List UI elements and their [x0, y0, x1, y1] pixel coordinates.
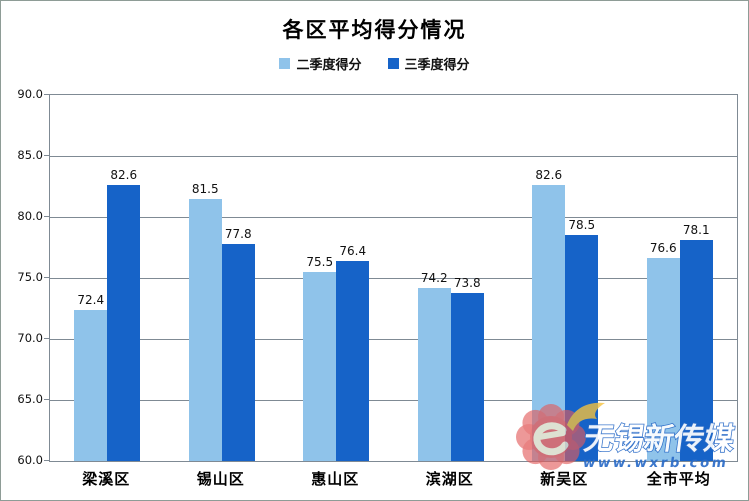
data-label: 75.5 — [306, 254, 334, 269]
y-axis-label: 80.0 — [17, 209, 43, 223]
chart-title: 各区平均得分情况 — [282, 18, 467, 42]
plot-area: 72.4 82.6 81.5 77.8 75.5 76.4 74.2 73.8 82.6 78.5… — [49, 94, 738, 462]
legend-item-q3: 三季度得分 — [387, 54, 470, 73]
bar-二季度得分-全市平均 — [646, 258, 680, 461]
y-axis-label: 70.0 — [17, 331, 43, 345]
watermark-url-text: www.wxrb.com — [582, 455, 730, 471]
y-axis-label: 75.0 — [17, 270, 43, 284]
y-axis-label: 90.0 — [17, 87, 43, 101]
bar-二季度得分-滨湖区 — [417, 287, 451, 461]
data-label: 72.4 — [77, 292, 105, 307]
gridline-65 — [50, 399, 737, 401]
bar-三季度得分-滨湖区 — [450, 292, 484, 461]
y-tick-85 — [44, 155, 49, 156]
y-tick-90 — [44, 94, 49, 95]
gridline-80 — [50, 216, 737, 218]
x-axis-label-锡山区: 锡山区 — [196, 470, 245, 488]
data-label: 76.6 — [649, 241, 677, 256]
flower-logo-icon — [516, 402, 605, 470]
x-axis-label-全市平均: 全市平均 — [646, 470, 711, 488]
data-label: 82.6 — [535, 168, 563, 183]
gridline-70 — [50, 338, 737, 340]
y-tick-70 — [44, 338, 49, 339]
data-label: 78.1 — [682, 223, 710, 238]
legend-label-q2: 二季度得分 — [296, 58, 362, 73]
data-label: 73.8 — [453, 275, 481, 290]
x-axis-label-梁溪区: 梁溪区 — [82, 470, 131, 488]
legend-swatch-q3 — [387, 58, 399, 69]
y-tick-60 — [44, 460, 49, 461]
bar-三季度得分-梁溪区 — [107, 185, 141, 461]
legend-label-q3: 三季度得分 — [404, 58, 470, 73]
bar-二季度得分-梁溪区 — [74, 309, 108, 461]
bar-二季度得分-锡山区 — [188, 198, 222, 461]
data-label: 76.4 — [339, 243, 367, 258]
x-axis-label-惠山区: 惠山区 — [311, 470, 360, 488]
bar-二季度得分-惠山区 — [303, 271, 337, 461]
x-axis-label-新吴区: 新吴区 — [540, 470, 589, 488]
bar-三季度得分-惠山区 — [336, 260, 370, 461]
y-tick-75 — [44, 277, 49, 278]
y-axis-label: 65.0 — [17, 392, 43, 406]
y-axis-label: 85.0 — [17, 148, 43, 162]
legend-item-q2: 二季度得分 — [279, 54, 362, 73]
y-axis-label: 60.0 — [17, 453, 43, 467]
data-label: 78.5 — [568, 218, 596, 233]
y-tick-80 — [44, 216, 49, 217]
data-label: 82.6 — [110, 168, 138, 183]
x-axis-label-滨湖区: 滨湖区 — [425, 470, 474, 488]
gridline-75 — [50, 277, 737, 279]
y-tick-65 — [44, 399, 49, 400]
bar-三季度得分-锡山区 — [221, 243, 255, 461]
legend-swatch-q2 — [279, 58, 291, 69]
gridline-85 — [50, 155, 737, 157]
watermark-brand-text: 无锡新传媒 — [582, 422, 738, 457]
bar-三季度得分-全市平均 — [679, 240, 713, 461]
data-label: 81.5 — [191, 181, 219, 196]
legend: 二季度得分 三季度得分 — [1, 54, 748, 73]
media-watermark: 无锡新传媒 www.wxrb.com — [516, 402, 738, 471]
data-label: 77.8 — [224, 226, 252, 241]
data-label: 74.2 — [420, 270, 448, 285]
